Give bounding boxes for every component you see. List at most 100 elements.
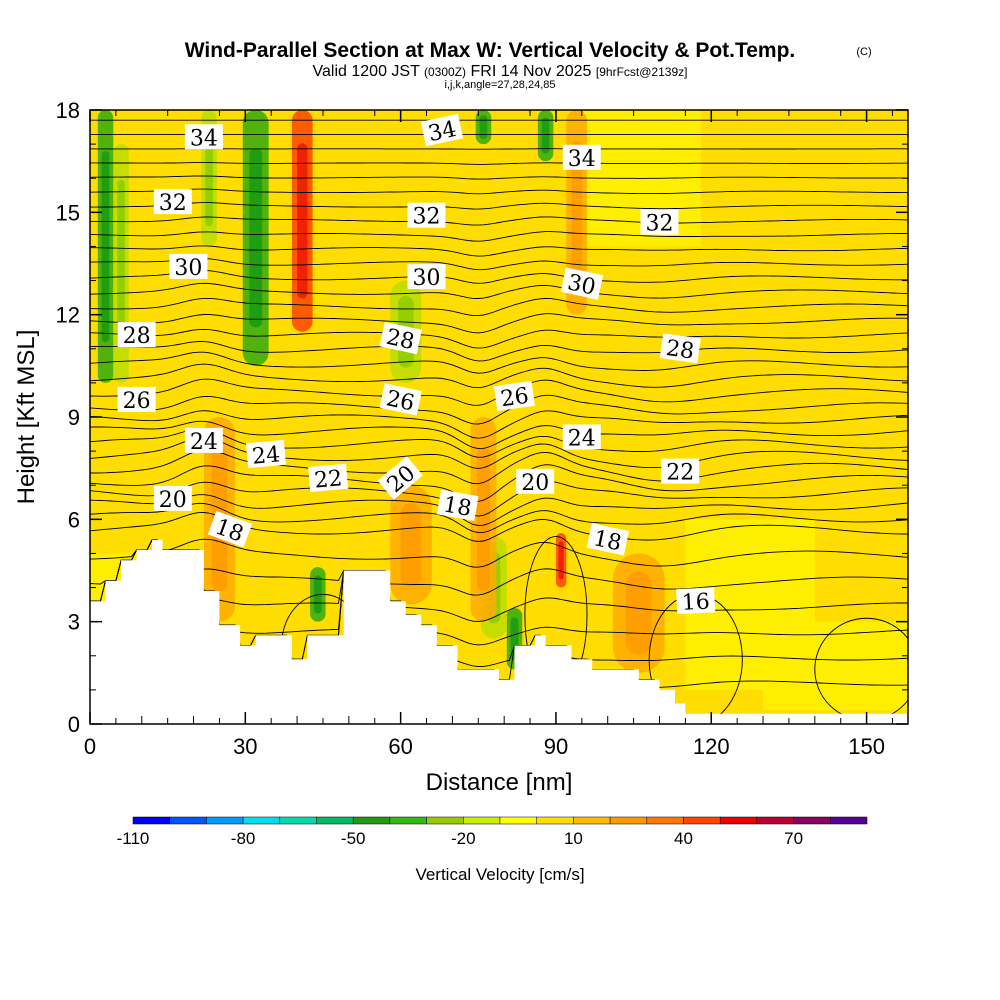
- isentrope-contour: [90, 410, 908, 439]
- isentrope-contour: [90, 449, 908, 485]
- contour-label-box: [207, 510, 253, 548]
- isentrope-contour: [90, 231, 908, 242]
- colorbar-tick-label: 70: [784, 829, 803, 848]
- w-feature-core: [541, 117, 550, 154]
- x-tick-label: 30: [233, 734, 257, 759]
- colorbar-segment: [719, 816, 758, 825]
- plot-area: [90, 110, 908, 724]
- contour-label-box: [676, 587, 716, 615]
- contour-label: 28: [659, 333, 701, 365]
- contour-labels: 34 34 34 32 32 32 30 30 30 28 28 28 26 26 26 24 24 24 22 22…: [117, 113, 716, 616]
- w-feature-core: [558, 541, 564, 580]
- contour-label: 30: [169, 253, 208, 281]
- colorbar-segment: [352, 816, 391, 825]
- contour-label: 34: [562, 144, 601, 172]
- colorbar-tick-label: -110: [117, 829, 150, 848]
- w-feature-core: [625, 571, 652, 655]
- isentrope-contour: [90, 436, 908, 469]
- terrain-layer: [90, 539, 908, 724]
- isentrope-contour: [90, 351, 908, 374]
- isentrope-contour: [90, 269, 908, 284]
- contour-label-text: 24: [190, 430, 218, 455]
- contour-label: 18: [586, 523, 629, 556]
- isentrope-contour: [90, 538, 908, 568]
- x-tick-label: 150: [848, 734, 885, 759]
- contour-label-box: [420, 113, 464, 147]
- isentrope-contour: [90, 464, 908, 502]
- contour-label-text: 34: [190, 126, 218, 151]
- potential-temperature-contours: [90, 119, 908, 724]
- colorbar-segment: [830, 816, 868, 825]
- y-tick-label: 9: [68, 405, 80, 430]
- isentrope-contour: [90, 202, 908, 210]
- contour-label-text: 16: [681, 589, 710, 615]
- contour-label: 32: [407, 202, 446, 230]
- isentrope-contour: [90, 148, 908, 150]
- colorbar-segment: [169, 816, 207, 825]
- contour-label-text: 30: [413, 266, 441, 291]
- w-feature-core: [476, 447, 490, 591]
- contour-label: 22: [308, 463, 349, 494]
- isentrope-contour: [90, 162, 908, 165]
- colorbar-segment: [609, 816, 648, 825]
- y-tick-label: 12: [56, 303, 80, 328]
- contour-label-text: 24: [568, 427, 596, 452]
- contour-label-text: 24: [251, 442, 281, 469]
- contour-label: 28: [117, 322, 156, 349]
- contour-label-box: [640, 209, 679, 235]
- colorbar-tick-label: -50: [341, 829, 366, 848]
- contour-label-text: 34: [426, 117, 459, 147]
- isentrope-contour: [90, 216, 908, 226]
- colorbar-segment: [463, 816, 501, 825]
- isentrope-contour: [90, 539, 908, 622]
- colorbar-tick-label: 40: [674, 829, 693, 848]
- contour-label: 24: [184, 427, 223, 455]
- w-feature-core: [479, 115, 488, 139]
- copyright-mark: (C): [856, 46, 871, 58]
- contour-label: 30: [560, 267, 604, 301]
- contour-label-text: 30: [174, 256, 202, 281]
- contour-label-text: 26: [499, 384, 530, 413]
- contour-label: 22: [661, 458, 700, 486]
- isentrope-contour: [90, 494, 908, 526]
- w-feature-core: [400, 503, 422, 587]
- isentrope-contour: [90, 328, 908, 349]
- w-feature-core: [101, 150, 110, 342]
- isentrope-contour: [90, 341, 908, 362]
- y-tick-label: 15: [56, 200, 80, 225]
- y-tick-label: 18: [56, 98, 80, 123]
- subtitle-date: FRI 14 Nov 2025: [471, 63, 592, 80]
- terrain: [90, 539, 908, 724]
- contour-label-box: [562, 144, 601, 170]
- contour-label-text: 32: [646, 212, 674, 237]
- w-feature-core: [571, 140, 582, 284]
- subtitle-forecast: [9hrFcst@2139z]: [596, 65, 688, 79]
- contour-label: 18: [436, 489, 479, 522]
- contour-label-box: [308, 463, 349, 493]
- contour-label-text: 30: [565, 270, 598, 300]
- w-feature-core: [205, 130, 213, 226]
- contour-label: 24: [562, 424, 601, 452]
- contour-label: 26: [493, 380, 535, 413]
- x-axis: 0 30 60 90 120 150: [84, 110, 893, 759]
- colorbar-tick-label: -20: [451, 829, 476, 848]
- contour-label: 24: [245, 439, 286, 470]
- isentrope-contour: [90, 428, 908, 458]
- contour-label-box: [153, 485, 192, 511]
- y-tick-label: 0: [68, 712, 80, 737]
- contour-label: 32: [153, 189, 192, 216]
- colorbar-segment: [499, 816, 537, 825]
- colorbar-tick-label: -80: [231, 829, 256, 848]
- chart-title: Wind-Parallel Section at Max W: Vertical…: [185, 39, 796, 62]
- colorbar-segment: [242, 816, 281, 825]
- colorbar-segment: [683, 816, 721, 825]
- isentrope-contour: [90, 282, 908, 299]
- isentrope-contour: [90, 257, 908, 271]
- colorbar-segment: [316, 816, 354, 825]
- y-axis-label: Height [Kft MSL]: [13, 330, 40, 505]
- contour-label: 34: [184, 124, 223, 151]
- contour-label-box: [562, 424, 601, 450]
- contour-label-text: 20: [521, 471, 549, 496]
- contour-label-text: 32: [413, 205, 441, 230]
